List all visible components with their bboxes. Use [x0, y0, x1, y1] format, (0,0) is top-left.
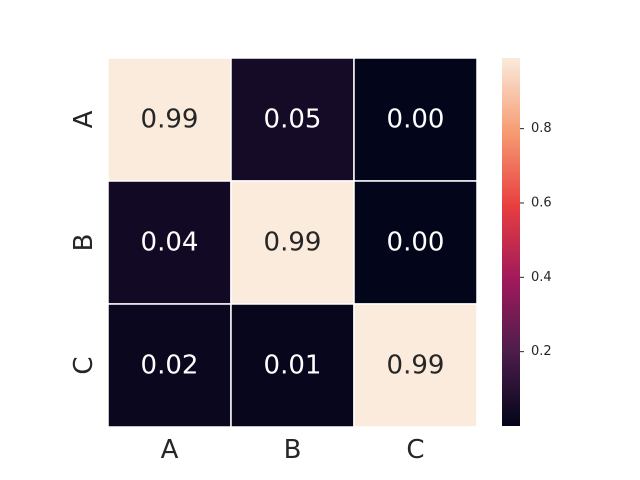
cell-value-label-A-C: 0.00 [387, 105, 445, 135]
colorbar-gradient [502, 58, 520, 426]
heatmap-cell-B-B [230, 180, 355, 305]
cell-value-label-C-A: 0.02 [141, 351, 199, 381]
colorbar-tick-label-0.8: 0.8 [531, 121, 552, 136]
heatmap-cell-C-B [230, 303, 355, 428]
cell-value-label-B-B: 0.99 [264, 228, 322, 258]
heatmap-cells: 0.99 0.05 0.00 0.04 0.99 0.00 0.02 0.01 0.99 [107, 57, 478, 428]
y-tick-labels: A B C [69, 110, 99, 374]
x-tick-label-C: C [406, 435, 424, 465]
cell-value-label-C-C: 0.99 [387, 351, 445, 381]
colorbar-tick-label-0.6: 0.6 [531, 195, 552, 210]
x-tick-label-B: B [284, 435, 302, 465]
colorbar: 0.2 0.4 0.6 0.8 [502, 58, 552, 426]
cell-value-label-A-A: 0.99 [141, 105, 199, 135]
y-tick-label-A: A [69, 110, 99, 128]
heatmap-cell-A-B [230, 57, 355, 182]
cell-value-label-B-C: 0.00 [387, 228, 445, 258]
x-tick-labels: A B C [161, 435, 425, 465]
cell-value-label-B-A: 0.04 [141, 228, 199, 258]
y-tick-label-B: B [69, 234, 99, 252]
heatmap-cell-A-A [107, 57, 232, 182]
heatmap-cell-B-A [107, 180, 232, 305]
colorbar-tick-label-0.2: 0.2 [531, 344, 552, 359]
colorbar-tick-label-0.4: 0.4 [531, 270, 552, 285]
heatmap-cell-C-C [353, 303, 478, 428]
cell-value-label-C-B: 0.01 [264, 351, 322, 381]
y-tick-label-C: C [69, 356, 99, 374]
cell-value-label-A-B: 0.05 [264, 105, 322, 135]
heatmap-cell-C-A [107, 303, 232, 428]
heatmap-cell-B-C [353, 180, 478, 305]
x-tick-label-A: A [161, 435, 179, 465]
heatmap-cell-A-C [353, 57, 478, 182]
